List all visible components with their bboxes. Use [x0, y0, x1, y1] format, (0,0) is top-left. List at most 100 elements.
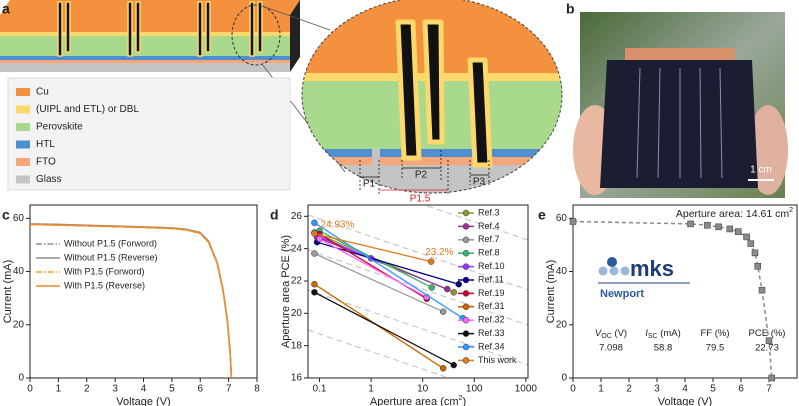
legend-swatch [16, 88, 30, 96]
legend-label: Ref.33 [478, 328, 505, 338]
legend-marker [462, 249, 470, 257]
annotation-part: Aperture area: 14.61 cm [676, 208, 789, 220]
legend-label: With P1.5 (Reverse) [64, 280, 145, 290]
scribe-label: P3 [473, 177, 486, 188]
series-line [314, 232, 432, 263]
zoom-line [261, 5, 331, 31]
x-tick-label: 4 [682, 384, 688, 395]
x-tick-label: 6 [197, 384, 203, 395]
marker [569, 218, 577, 225]
x-axis-label: Voltage (V) [658, 396, 712, 406]
x-tick-label: 100 [466, 384, 483, 395]
x-tick-label: 1000 [515, 384, 538, 395]
x-tick-label: 1 [368, 384, 374, 395]
value-label: 24.93% [320, 219, 354, 230]
layer-legend: Cu (UIPL and ETL) or DBL Perovskite HTL FTO G… [16, 87, 139, 185]
layer [302, 165, 562, 193]
marker [450, 289, 457, 296]
stat-header-part: I [645, 328, 648, 339]
marker [751, 249, 759, 257]
legend-label: Ref.19 [478, 288, 505, 298]
series-line [314, 222, 464, 319]
layer-legend-box [7, 77, 291, 191]
x-tick-label: 0 [27, 384, 33, 395]
layer [0, 36, 290, 56]
x-axis-label: Voltage (V) [116, 396, 170, 406]
marker [427, 258, 435, 265]
p1-cut [372, 149, 380, 165]
marker [316, 235, 323, 243]
legend-label: Cu [36, 87, 49, 98]
legend-swatch [16, 105, 30, 114]
x-axis-label: Aperture area (cm2) [370, 395, 466, 406]
y-tick-label: 24 [291, 243, 303, 254]
x-tick-label: 7 [766, 384, 772, 395]
marker [439, 308, 447, 315]
scribe [197, 1, 203, 57]
panel-label: d [270, 207, 279, 223]
stat-header-part: (mA) [658, 328, 681, 339]
legend-label: FTO [36, 157, 56, 168]
layer [0, 0, 300, 15]
marker [758, 286, 766, 294]
scribe [205, 1, 211, 53]
y-tick-label: 20 [291, 308, 303, 319]
marker [439, 365, 447, 372]
stat-header: PCE (%) [749, 328, 786, 339]
layer [302, 149, 562, 157]
legend-marker [462, 357, 470, 364]
series-line [29, 223, 233, 379]
legend-marker [462, 263, 470, 270]
legend-label: With P1.5 (Forword) [64, 266, 145, 276]
annotation-part: 2 [789, 207, 793, 214]
legend-label: Perovskite [36, 122, 83, 133]
legend-label: Ref.4 [478, 221, 500, 231]
marker [311, 250, 318, 257]
y-axis-label: Current (mA) [545, 260, 557, 324]
stat-header-part: PCE (%) [749, 328, 786, 339]
marker [450, 361, 457, 369]
marker [715, 223, 722, 231]
scribe [257, 1, 263, 53]
marker [444, 285, 451, 293]
x-tick-label: 2 [84, 384, 90, 395]
annotation: Aperture area: 14.61 cm2 [676, 207, 793, 219]
layer [0, 32, 290, 36]
x-tick-label: 1 [56, 384, 62, 395]
scribe [127, 1, 133, 57]
legend-marker [462, 223, 470, 230]
legend-label: Ref.11 [478, 274, 504, 284]
y-tick-label: 0 [18, 373, 24, 384]
y-tick-label: 20 [556, 319, 568, 330]
marker [687, 220, 694, 228]
layer [0, 63, 290, 72]
layer [302, 157, 562, 165]
y-tick-label: 26 [291, 211, 303, 222]
scribe [57, 1, 63, 57]
stat-header-part: OC [601, 333, 612, 340]
stat-header: FF (%) [700, 328, 729, 339]
legend-swatch [16, 175, 30, 184]
panel-label: a [2, 1, 10, 17]
scale-label: 1 cm [750, 165, 772, 176]
legend-swatch [16, 123, 30, 131]
marker [754, 262, 762, 270]
finger [748, 105, 788, 195]
legend-marker [462, 303, 470, 311]
stat-value: 7.098 [599, 343, 623, 354]
marker [765, 337, 773, 344]
legend-label: Ref.7 [478, 234, 500, 244]
stat-header-part: SC [648, 333, 658, 340]
legend-label: Glass [36, 174, 62, 185]
contact [625, 48, 735, 62]
x-tick-label: 1 [598, 384, 604, 395]
legend-label: Ref.31 [478, 301, 505, 311]
scribe [467, 57, 493, 168]
y-tick-label: 20 [13, 319, 25, 330]
y-axis-label: Aperture area PCE (%) [280, 235, 292, 348]
marker [743, 233, 750, 241]
stat-header-part: FF (%) [700, 328, 729, 339]
layer [0, 60, 290, 63]
legend-marker [462, 276, 470, 284]
